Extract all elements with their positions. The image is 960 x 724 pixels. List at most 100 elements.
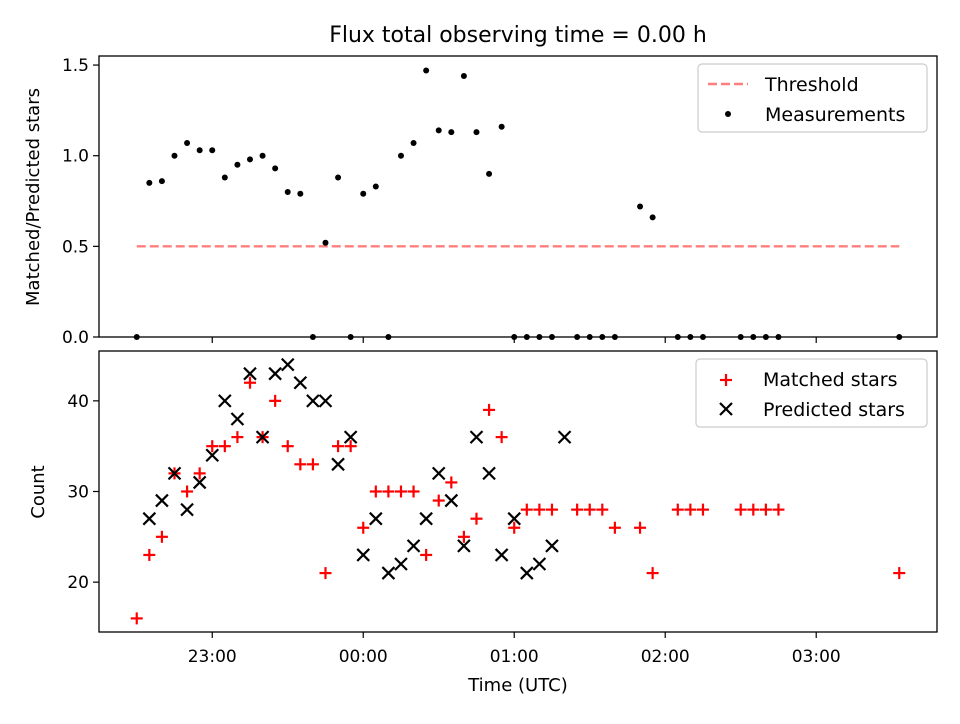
predicted-star-point	[394, 557, 408, 571]
matched-star-point	[344, 440, 357, 453]
legend-threshold-label: Threshold	[764, 74, 859, 96]
top-y-tick-label: 0.5	[62, 237, 89, 257]
measurement-point	[146, 179, 153, 186]
predicted-star-point	[318, 394, 333, 408]
measurement-point	[158, 178, 165, 185]
predicted-star-point	[532, 557, 547, 571]
predicted-star-point	[356, 548, 371, 562]
predicted-star-point	[381, 566, 396, 580]
matched-star-point	[759, 503, 772, 516]
predicted-star-point	[243, 366, 257, 381]
matched-star-point	[130, 612, 143, 625]
top-y-tick-label: 1.5	[62, 56, 89, 76]
top-legend-box	[697, 63, 928, 133]
predicted-star-point	[431, 466, 446, 481]
legend-matched-swatch	[720, 374, 732, 386]
predicted-star-point	[469, 430, 484, 444]
legend-predicted-swatch	[719, 402, 733, 416]
bottom-x-tick-label: 02:00	[641, 647, 690, 667]
measurement-point	[385, 334, 392, 340]
predicted-star-point	[155, 493, 169, 508]
measurement-point	[272, 165, 279, 172]
legend-measurements-swatch	[725, 111, 731, 117]
top-plot-marks	[133, 67, 903, 340]
measurement-point	[423, 67, 430, 74]
bottom-y-axis-label: Count	[28, 465, 49, 518]
predicted-star-point	[192, 475, 207, 490]
matched-star-point	[143, 548, 156, 561]
measurement-point	[896, 334, 903, 340]
matched-star-point	[206, 440, 219, 453]
matched-star-point	[545, 503, 558, 516]
predicted-star-point	[280, 357, 295, 372]
bottom-x-axis: 23:00 00:00 01:00 02:00 03:00	[188, 632, 841, 667]
measurement-point	[637, 203, 644, 210]
predicted-star-point	[482, 466, 496, 481]
matched-star-point	[684, 503, 697, 516]
matched-star-point	[369, 485, 382, 498]
measurement-point	[133, 334, 140, 340]
matched-star-point	[319, 567, 332, 580]
top-plot-frame	[98, 55, 938, 338]
matched-star-point	[696, 503, 709, 516]
measurement-point	[498, 123, 505, 130]
matched-star-point	[533, 503, 546, 516]
matched-star-point	[571, 503, 584, 516]
bottom-legend-box	[695, 358, 928, 428]
x-axis-label: Time (UTC)	[467, 675, 568, 696]
measurement-point	[762, 334, 769, 340]
measurement-point	[372, 183, 379, 190]
predicted-star-point	[343, 430, 358, 444]
matched-star-point	[420, 548, 433, 561]
matched-star-point	[734, 503, 747, 516]
predicted-star-point	[494, 548, 509, 562]
matched-star-point	[608, 521, 621, 534]
measurement-point	[184, 140, 191, 147]
measurement-point	[611, 334, 618, 340]
measurement-point	[335, 174, 342, 181]
matched-star-point	[269, 394, 282, 407]
measurement-point	[297, 190, 304, 197]
measurement-point	[750, 334, 757, 340]
bottom-y-tick-label: 40	[67, 392, 89, 412]
measurement-point	[221, 174, 228, 181]
measurement-point	[347, 334, 354, 340]
matched-star-point	[218, 440, 231, 453]
predicted-star-point	[218, 394, 232, 408]
bottom-y-tick-label: 20	[67, 573, 89, 593]
measurement-point	[234, 161, 241, 168]
measurement-point	[397, 152, 404, 159]
matched-star-point	[893, 567, 906, 580]
measurement-point	[586, 334, 593, 340]
chart-title: Flux total observing time = 0.00 h	[329, 23, 707, 48]
bottom-x-tick-label: 01:00	[490, 647, 539, 667]
predicted-star-point	[557, 430, 572, 444]
matched-star-point	[407, 485, 420, 498]
measurement-point	[246, 156, 253, 163]
matched-star-point	[747, 503, 760, 516]
bottom-x-tick-label: 00:00	[339, 647, 388, 667]
predicted-star-point	[406, 539, 421, 553]
matched-star-point	[483, 403, 496, 416]
predicted-star-point	[331, 457, 345, 472]
top-panel: 0.0 0.5 1.0 1.5 Matched/Predicted stars Thr…	[23, 55, 938, 348]
measurement-point	[687, 334, 694, 340]
matched-star-point	[432, 494, 445, 507]
matched-star-point	[231, 431, 244, 444]
legend-measurements-label: Measurements	[765, 104, 905, 126]
matched-star-point	[281, 440, 294, 453]
measurement-point	[360, 190, 367, 197]
matched-star-point	[357, 521, 370, 534]
predicted-star-point	[205, 448, 220, 463]
predicted-star-point	[255, 430, 270, 444]
bottom-panel: 20 30 40 23:00 00:00 01:00 02:00 03:00 Count T…	[28, 350, 938, 696]
top-y-tick-label: 0.0	[62, 328, 89, 348]
measurement-point	[171, 152, 178, 159]
predicted-star-point	[268, 366, 282, 381]
matched-star-point	[394, 485, 407, 498]
measurement-point	[460, 72, 467, 79]
measurement-point	[699, 334, 706, 340]
predicted-star-point	[369, 511, 383, 526]
matched-star-point	[445, 476, 458, 489]
measurement-point	[523, 334, 530, 340]
